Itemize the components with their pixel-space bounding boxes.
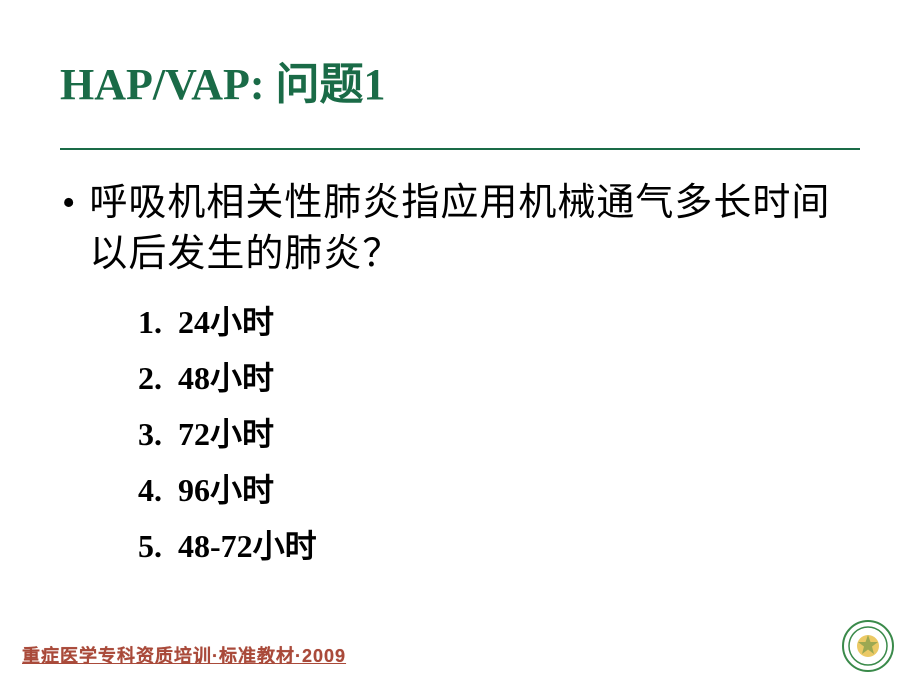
option-number: 2. [138, 360, 178, 397]
slide-container: HAP/VAP: 问题1 • 呼吸机相关性肺炎指应用机械通气多长时间以后发生的肺… [0, 0, 920, 690]
option-label: 48-72小时 [178, 521, 317, 567]
list-item: 1. 24小时 [138, 297, 860, 343]
question-row: • 呼吸机相关性肺炎指应用机械通气多长时间以后发生的肺炎？ [60, 178, 860, 281]
bullet-icon: • [62, 178, 75, 229]
option-number: 1. [138, 304, 178, 341]
seal-icon [842, 620, 894, 672]
options-list: 1. 24小时 2. 48小时 3. 72小时 4. 96小时 5. 48-72… [60, 297, 860, 567]
option-number: 4. [138, 472, 178, 509]
option-label: 96小时 [178, 465, 274, 511]
option-number: 5. [138, 528, 178, 565]
option-label: 48小时 [178, 353, 274, 399]
list-item: 2. 48小时 [138, 353, 860, 399]
footer-text: 重症医学专科资质培训·标准教材·2009 [22, 642, 346, 668]
option-number: 3. [138, 416, 178, 453]
title-rule [60, 148, 860, 150]
option-label: 72小时 [178, 409, 274, 455]
slide-title: HAP/VAP: 问题1 [60, 48, 860, 126]
list-item: 5. 48-72小时 [138, 521, 860, 567]
option-label: 24小时 [178, 297, 274, 343]
question-text: 呼吸机相关性肺炎指应用机械通气多长时间以后发生的肺炎？ [89, 178, 860, 281]
list-item: 4. 96小时 [138, 465, 860, 511]
list-item: 3. 72小时 [138, 409, 860, 455]
